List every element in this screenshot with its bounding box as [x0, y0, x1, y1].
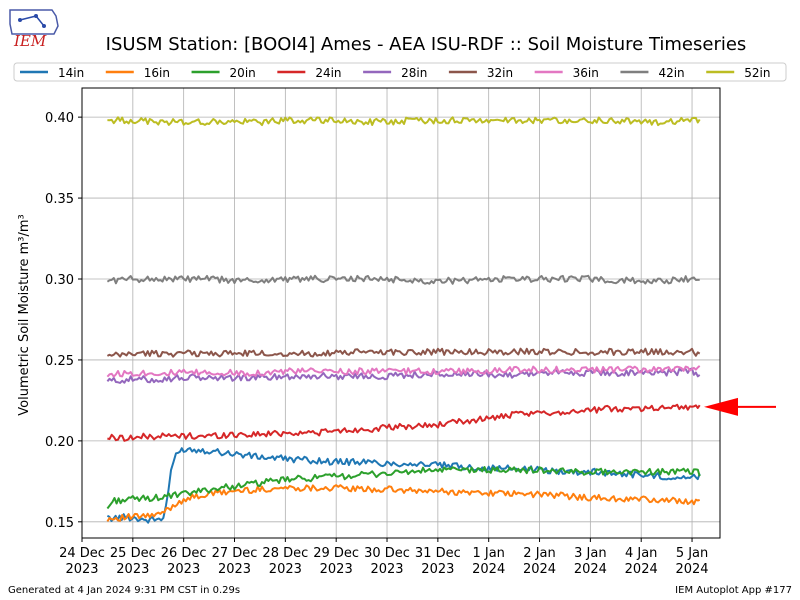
y-tick-label: 0.30 [45, 273, 74, 288]
x-tick-label: 1 Jan [472, 546, 504, 561]
y-tick-label: 0.20 [45, 435, 74, 450]
series-line-14in [106, 447, 701, 524]
iem-logo-text: IEM [13, 32, 47, 48]
x-tick-label: 3 Jan [574, 546, 606, 561]
x-tick-label: 25 Dec [110, 546, 156, 561]
x-tick-label: 2023 [370, 562, 403, 577]
legend-box [13, 62, 787, 82]
x-tick-label: 2023 [269, 562, 302, 577]
legend-label-36in: 36in [573, 66, 599, 80]
legend-label-20in: 20in [230, 66, 256, 80]
x-tick-label: 28 Dec [262, 546, 308, 561]
x-tick-label: 4 Jan [625, 546, 657, 561]
x-tick-label: 2023 [65, 562, 98, 577]
x-tick-label: 2023 [167, 562, 200, 577]
generated-footer: Generated at 4 Jan 2024 9:31 PM CST in 0… [8, 585, 241, 596]
x-tick-label: 2023 [421, 562, 454, 577]
legend-label-42in: 42in [658, 66, 684, 80]
legend-label-24in: 24in [315, 66, 341, 80]
app-footer: IEM Autoplot App #177 [675, 585, 792, 596]
x-tick-label: 2023 [218, 562, 251, 577]
x-tick-label: 2024 [523, 562, 556, 577]
iem-logo: IEM [9, 9, 59, 48]
y-axis-label: Volumetric Soil Moisture m³/m³ [17, 214, 32, 415]
legend-label-52in: 52in [744, 66, 770, 80]
legend-label-16in: 16in [144, 66, 170, 80]
series-line-20in [106, 466, 701, 510]
x-tick-label: 2024 [625, 562, 658, 577]
legend-label-32in: 32in [487, 66, 513, 80]
legend-label-14in: 14in [58, 66, 84, 80]
x-tick-label: 2024 [472, 562, 505, 577]
x-tick-label: 2 Jan [523, 546, 555, 561]
series-line-32in [106, 347, 701, 358]
x-tick-label: 30 Dec [364, 546, 410, 561]
y-tick-label: 0.15 [45, 516, 74, 531]
annotation-arrow-head [704, 397, 738, 416]
x-tick-label: 26 Dec [161, 546, 207, 561]
x-tick-label: 2023 [320, 562, 353, 577]
y-tick-label: 0.40 [45, 111, 74, 126]
x-tick-label: 29 Dec [313, 546, 359, 561]
x-tick-label: 5 Jan [676, 546, 708, 561]
plot-frame [81, 87, 721, 539]
series-line-52in [107, 116, 701, 127]
series-line-42in [106, 274, 700, 285]
x-tick-label: 24 Dec [59, 546, 105, 561]
series-line-16in [106, 484, 701, 522]
x-tick-label: 2024 [574, 562, 607, 577]
series-line-24in [107, 403, 701, 442]
x-tick-label: 27 Dec [212, 546, 258, 561]
series-line-28in [106, 367, 701, 384]
chart-title: ISUSM Station: [BOOI4] Ames - AEA ISU-RD… [106, 34, 747, 55]
legend: 14in 16in 20in 24in 28in 32in 36in 42in 52in [13, 62, 787, 82]
x-tick-label: 2024 [675, 562, 708, 577]
x-tick-label: 2023 [116, 562, 149, 577]
y-tick-label: 0.35 [45, 192, 74, 207]
x-tick-label: 31 Dec [415, 546, 461, 561]
y-tick-label: 0.25 [45, 354, 74, 369]
series-line-36in [106, 365, 701, 378]
legend-label-28in: 28in [401, 66, 427, 80]
